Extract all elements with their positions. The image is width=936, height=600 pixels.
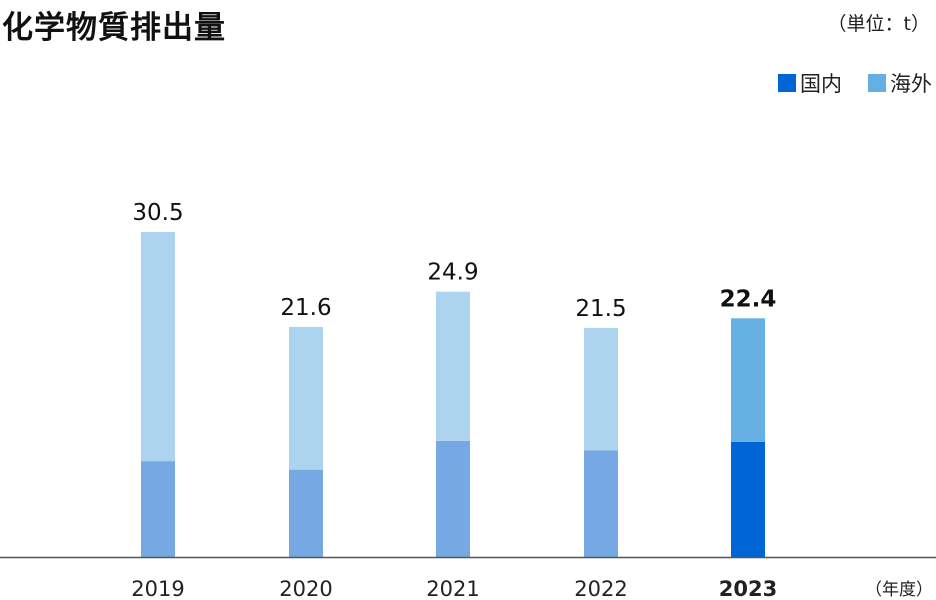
x-tick-label-2020: 2020	[279, 577, 332, 600]
x-tick-label-2023: 2023	[719, 577, 777, 600]
bar-domestic-2021	[436, 440, 470, 557]
data-label-2019: 30.5	[132, 200, 183, 226]
x-tick-label-2022: 2022	[574, 577, 627, 600]
bar-overseas-2020	[289, 326, 323, 470]
data-label-2021: 24.9	[427, 260, 478, 286]
legend-item-overseas: 海外	[868, 68, 932, 98]
x-tick-label-2019: 2019	[131, 577, 184, 600]
bar-overseas-2022	[584, 327, 618, 451]
x-axis-unit-label: （年度）	[865, 580, 933, 600]
data-label-2022: 21.5	[575, 296, 626, 322]
bar-overseas-2023	[731, 318, 765, 442]
unit-label: （単位：t）	[827, 13, 930, 35]
bar-overseas-2021	[436, 291, 470, 441]
x-tick-label-2021: 2021	[426, 577, 479, 600]
data-label-2023: 22.4	[720, 286, 777, 312]
chart-title: 化学物質排出量	[2, 10, 226, 46]
legend-label-domestic: 国内	[800, 72, 842, 96]
legend-swatch-domestic	[778, 74, 796, 92]
bar-domestic-2022	[584, 450, 618, 557]
bar-domestic-2023	[731, 441, 765, 557]
bar-overseas-2019	[141, 232, 175, 462]
legend: 国内 海外	[752, 68, 932, 98]
legend-label-overseas: 海外	[890, 72, 932, 96]
legend-swatch-overseas	[868, 74, 886, 92]
data-label-2020: 21.6	[280, 295, 331, 321]
bar-domestic-2020	[289, 469, 323, 557]
bar-domestic-2019	[141, 461, 175, 557]
legend-item-domestic: 国内	[778, 68, 842, 98]
